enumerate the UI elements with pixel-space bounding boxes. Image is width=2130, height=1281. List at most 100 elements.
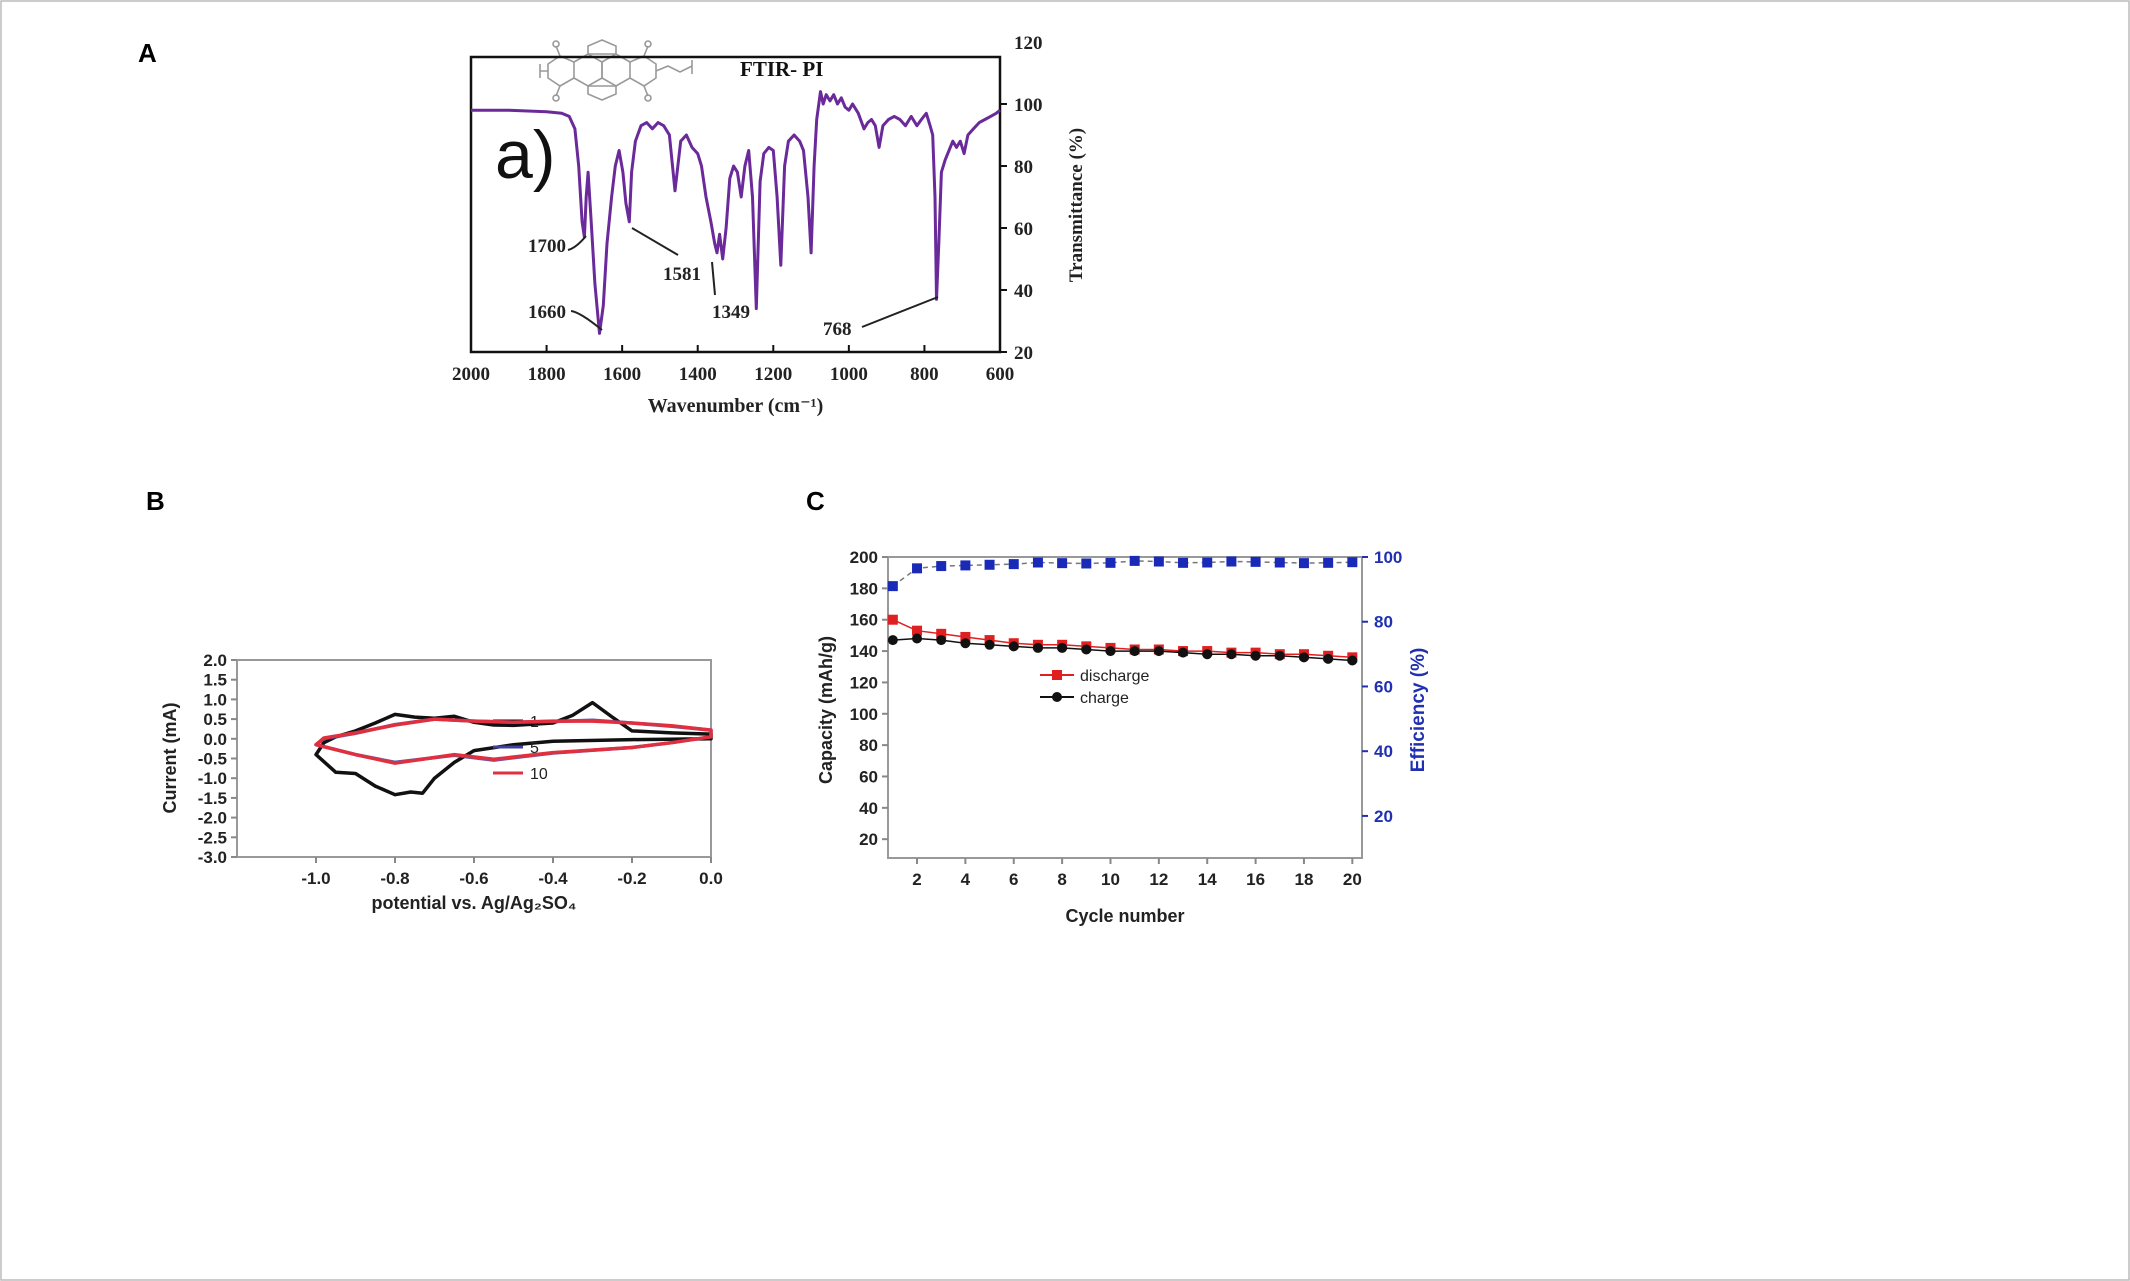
y-tick-label: 140	[850, 642, 878, 661]
legend-marker	[1052, 670, 1062, 680]
cyclic-voltammetry-chart: -1.0 -0.8 -0.6 -0.4 -0.2 0.02.01.51.00.50.0-0…	[160, 651, 723, 913]
x-axis-label: Cycle number	[1065, 906, 1184, 926]
x-tick-label: -0.4	[538, 869, 568, 888]
y-tick-label: -2.0	[198, 809, 227, 828]
data-point	[1202, 557, 1213, 568]
data-point	[887, 581, 898, 592]
y-tick-label: 0.0	[203, 730, 227, 749]
y-axis-label: Capacity (mAh/g)	[816, 636, 836, 784]
y-tick-label: 20	[1014, 343, 1033, 364]
data-point	[936, 635, 947, 646]
legend-label: discharge	[1080, 668, 1149, 685]
x-tick-label: 0.0	[699, 869, 723, 888]
x-axis-label: Wavenumber (cm⁻¹)	[648, 395, 824, 417]
data-point	[984, 559, 995, 570]
y-tick-label: -3.0	[198, 848, 227, 867]
x-axis-label: potential vs. Ag/Ag₂SO₄	[372, 893, 577, 913]
annotation-leader	[570, 310, 603, 331]
y-tick-label: 80	[1014, 157, 1033, 178]
x-tick-label: 1000	[830, 364, 868, 385]
data-point	[1129, 555, 1140, 566]
data-point	[1008, 559, 1019, 570]
peak-annotation: 768	[823, 319, 852, 340]
data-point	[960, 631, 971, 642]
annotation-leader	[861, 296, 939, 328]
cv-curve-cycle-1	[314, 700, 713, 797]
data-point	[1347, 655, 1358, 666]
y-tick-label: 100	[850, 705, 878, 724]
peak-annotation: 1700	[528, 236, 566, 257]
y-tick-label: -1.5	[198, 789, 227, 808]
data-point	[1057, 558, 1068, 569]
y-tick-label: 200	[850, 548, 878, 567]
y-tick-label: 0.5	[203, 710, 227, 729]
inset-label: a)	[495, 117, 555, 193]
data-point	[1298, 652, 1309, 663]
x-tick-label: 800	[910, 364, 939, 385]
legend-label: charge	[1080, 690, 1129, 707]
data-point	[1226, 649, 1237, 660]
data-point	[912, 563, 923, 574]
cycling-performance-chart: 2 4 6 8 10 12 14 16 18 20 20 40 60 80 100 120 140 160 180 2…	[816, 548, 1429, 926]
x-tick-label: 8	[1057, 870, 1066, 889]
data-point	[1105, 557, 1116, 568]
data-point	[1032, 557, 1043, 568]
y-tick-label: 40	[1014, 281, 1033, 302]
plot-frame	[469, 55, 1002, 354]
y-axis-label: Current (mA)	[160, 702, 180, 813]
x-tick-label: 12	[1149, 870, 1168, 889]
y-tick-label: 60	[1014, 219, 1033, 240]
y-tick-label: 180	[850, 579, 878, 598]
data-point	[1081, 558, 1092, 569]
right-y-tick-label: 20	[1374, 807, 1393, 826]
data-point	[1347, 557, 1358, 568]
data-point	[960, 560, 971, 571]
y-axis-label: Transmittance (%)	[1066, 128, 1087, 282]
plot-frame	[887, 556, 1363, 859]
data-point	[1178, 647, 1189, 658]
y-tick-label: 20	[859, 830, 878, 849]
data-point	[1274, 650, 1285, 661]
peak-annotation: 1581	[663, 264, 701, 285]
molecule-structure-icon	[539, 39, 693, 102]
data-point	[1105, 646, 1116, 657]
data-point	[1250, 650, 1261, 661]
right-y-axis-label: Efficiency (%)	[1408, 648, 1429, 773]
data-point	[1323, 653, 1334, 664]
ftir-spectrum-line	[471, 90, 1001, 335]
annotation-leader	[631, 227, 679, 256]
y-tick-label: -0.5	[198, 750, 227, 769]
data-point	[984, 639, 995, 650]
y-tick-label: 60	[859, 767, 878, 786]
data-point	[1032, 642, 1043, 653]
data-point	[1081, 644, 1092, 655]
x-tick-label: 1800	[528, 364, 566, 385]
data-point	[1178, 557, 1189, 568]
data-point	[1153, 556, 1164, 567]
y-tick-label: 80	[859, 736, 878, 755]
y-tick-label: -1.0	[198, 769, 227, 788]
data-point	[1323, 557, 1334, 568]
x-tick-label: 2	[912, 870, 921, 889]
data-point	[1274, 557, 1285, 568]
x-tick-label: 1600	[603, 364, 641, 385]
legend-label: 10	[530, 766, 548, 783]
data-point	[960, 638, 971, 649]
x-tick-label: -0.8	[380, 869, 409, 888]
data-point	[1298, 558, 1309, 569]
y-tick-label: -2.5	[198, 828, 227, 847]
chart-title: FTIR- PI	[740, 57, 823, 81]
y-tick-label: 1.0	[203, 690, 227, 709]
data-point	[1250, 556, 1261, 567]
data-point	[1057, 642, 1068, 653]
right-y-tick-label: 100	[1374, 548, 1402, 567]
y-tick-label: 2.0	[203, 651, 227, 670]
cv-curve-cycle-10	[314, 717, 713, 765]
x-tick-label: -1.0	[301, 869, 330, 888]
data-point	[936, 561, 947, 572]
peak-annotation: 1660	[528, 302, 566, 323]
data-point	[936, 628, 947, 639]
panel-label-c: C	[806, 486, 825, 516]
